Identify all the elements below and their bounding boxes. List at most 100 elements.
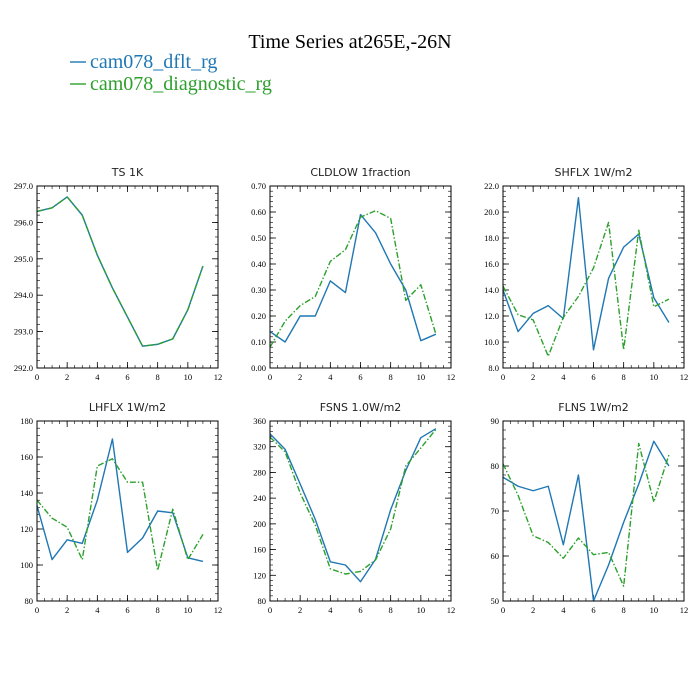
panel-title-ts: TS 1K xyxy=(111,166,144,179)
y-tick-label: 60 xyxy=(491,551,500,561)
series-line-diagnostic-ts xyxy=(36,196,204,347)
y-tick-label: 80 xyxy=(258,596,267,606)
y-tick-label: 70 xyxy=(491,506,500,516)
y-tick-label: 20.0 xyxy=(484,207,499,217)
series-line-diagnostic-cldlow xyxy=(269,209,437,348)
x-tick-label: 10 xyxy=(184,605,193,615)
plot-frame-cldlow xyxy=(269,185,452,369)
y-tick-label: 360 xyxy=(253,416,266,426)
panel-title-cldlow: CLDLOW 1fraction xyxy=(310,166,410,179)
panel-shflx: SHFLX 1W/m2 0 2 4 6 8 10 12 8.0 10.0 12.0 14.0 16.0 1… xyxy=(484,166,688,382)
x-tick-label: 8 xyxy=(156,605,160,615)
y-tick-label: 0.00 xyxy=(251,363,266,373)
y-tick-label: 0.20 xyxy=(251,311,266,321)
x-tick-label: 6 xyxy=(125,372,129,382)
x-tick-label: 12 xyxy=(447,372,456,382)
panel-title-shflx: SHFLX 1W/m2 xyxy=(554,166,632,179)
x-tick-label: 12 xyxy=(680,605,689,615)
series-line-dflt-fsns xyxy=(269,428,437,583)
panel-lhflx: LHFLX 1W/m2 0 2 4 6 8 10 12 80 100 120 140 160 180 xyxy=(20,401,222,615)
y-tick-label: 10.0 xyxy=(484,337,499,347)
y-tick-label: 120 xyxy=(20,524,33,534)
y-tick-label: 0.70 xyxy=(251,181,266,191)
x-tick-label: 12 xyxy=(680,372,689,382)
legend-label-diagnostic: cam078_diagnostic_rg xyxy=(90,73,272,95)
y-tick-label: 22.0 xyxy=(484,181,499,191)
x-tick-label: 8 xyxy=(622,605,626,615)
x-tick-label: 10 xyxy=(650,372,659,382)
y-tick-label: 80 xyxy=(25,596,34,606)
plot-frame-flns xyxy=(502,420,685,602)
x-tick-label: 0 xyxy=(501,372,505,382)
y-tick-label: 180 xyxy=(20,416,33,426)
series-line-dflt-flns xyxy=(502,440,670,602)
plot-frame-shflx xyxy=(502,185,685,369)
series-line-dflt-cldlow xyxy=(269,213,437,343)
x-tick-label: 0 xyxy=(35,372,39,382)
series-line-dflt-shflx xyxy=(502,196,670,351)
y-tick-label: 0.60 xyxy=(251,207,266,217)
y-tick-label: 160 xyxy=(253,545,266,555)
y-tick-label: 120 xyxy=(253,570,266,580)
x-tick-label: 4 xyxy=(328,372,333,382)
x-tick-label: 12 xyxy=(214,605,223,615)
plot-frame-lhflx xyxy=(36,420,219,602)
y-tick-label: 292.0 xyxy=(14,363,33,373)
y-tick-label: 18.0 xyxy=(484,233,499,243)
x-tick-label: 4 xyxy=(95,372,100,382)
panel-title-fsns: FSNS 1.0W/m2 xyxy=(320,401,402,414)
y-tick-label: 0.50 xyxy=(251,233,266,243)
y-tick-label: 90 xyxy=(491,416,500,426)
y-tick-label: 80 xyxy=(491,461,500,471)
y-tick-label: 160 xyxy=(20,452,33,462)
series-line-dflt-lhflx xyxy=(36,438,204,563)
x-tick-label: 6 xyxy=(591,605,595,615)
x-tick-label: 2 xyxy=(65,372,69,382)
x-tick-label: 8 xyxy=(389,372,393,382)
y-tick-label: 8.0 xyxy=(488,363,499,373)
plot-frame-fsns xyxy=(269,420,452,602)
panel-flns: FLNS 1W/m2 0 2 4 6 8 10 12 50 60 70 80 90 xyxy=(491,401,689,615)
x-tick-label: 2 xyxy=(298,605,302,615)
x-tick-label: 0 xyxy=(501,605,505,615)
y-tick-label: 293.0 xyxy=(14,327,33,337)
panel-cldlow: CLDLOW 1fraction 0 2 4 6 8 10 12 0.00 0.10 0.20 0.3… xyxy=(251,166,455,382)
x-tick-label: 8 xyxy=(389,605,393,615)
legend: cam078_dflt_rg cam078_diagnostic_rg xyxy=(70,51,272,95)
y-tick-label: 200 xyxy=(253,519,266,529)
x-tick-label: 6 xyxy=(358,605,362,615)
panels: TS 1K 0 2 4 6 8 10 12 292.0 293.0 294.0 295.0 296.0 2… xyxy=(14,166,688,615)
y-tick-label: 0.40 xyxy=(251,259,266,269)
x-tick-label: 6 xyxy=(358,372,362,382)
x-tick-label: 8 xyxy=(622,372,626,382)
y-tick-label: 294.0 xyxy=(14,290,33,300)
y-tick-label: 12.0 xyxy=(484,311,499,321)
x-tick-label: 10 xyxy=(650,605,659,615)
y-tick-label: 280 xyxy=(253,467,266,477)
x-tick-label: 10 xyxy=(184,372,193,382)
panel-title-flns: FLNS 1W/m2 xyxy=(558,401,628,414)
panel-title-lhflx: LHFLX 1W/m2 xyxy=(89,401,166,414)
x-tick-label: 0 xyxy=(268,605,272,615)
x-tick-label: 4 xyxy=(561,605,566,615)
x-tick-label: 4 xyxy=(95,605,100,615)
x-tick-label: 8 xyxy=(156,372,160,382)
x-tick-label: 4 xyxy=(561,372,566,382)
y-tick-label: 100 xyxy=(20,560,33,570)
legend-label-dflt: cam078_dflt_rg xyxy=(90,51,217,73)
x-tick-label: 0 xyxy=(268,372,272,382)
x-tick-label: 2 xyxy=(531,605,535,615)
y-tick-label: 50 xyxy=(491,596,500,606)
y-tick-label: 140 xyxy=(20,488,33,498)
series-line-diagnostic-flns xyxy=(502,442,670,587)
y-tick-label: 16.0 xyxy=(484,259,499,269)
series-line-diagnostic-fsns xyxy=(269,428,437,575)
x-tick-label: 6 xyxy=(591,372,595,382)
x-tick-label: 10 xyxy=(417,605,426,615)
figure-title: Time Series at265E,-26N xyxy=(248,31,451,53)
y-tick-label: 295.0 xyxy=(14,254,33,264)
panel-ts: TS 1K 0 2 4 6 8 10 12 292.0 293.0 294.0 295.0 296.0 2… xyxy=(14,166,222,382)
x-tick-label: 2 xyxy=(65,605,69,615)
y-tick-label: 0.30 xyxy=(251,285,266,295)
